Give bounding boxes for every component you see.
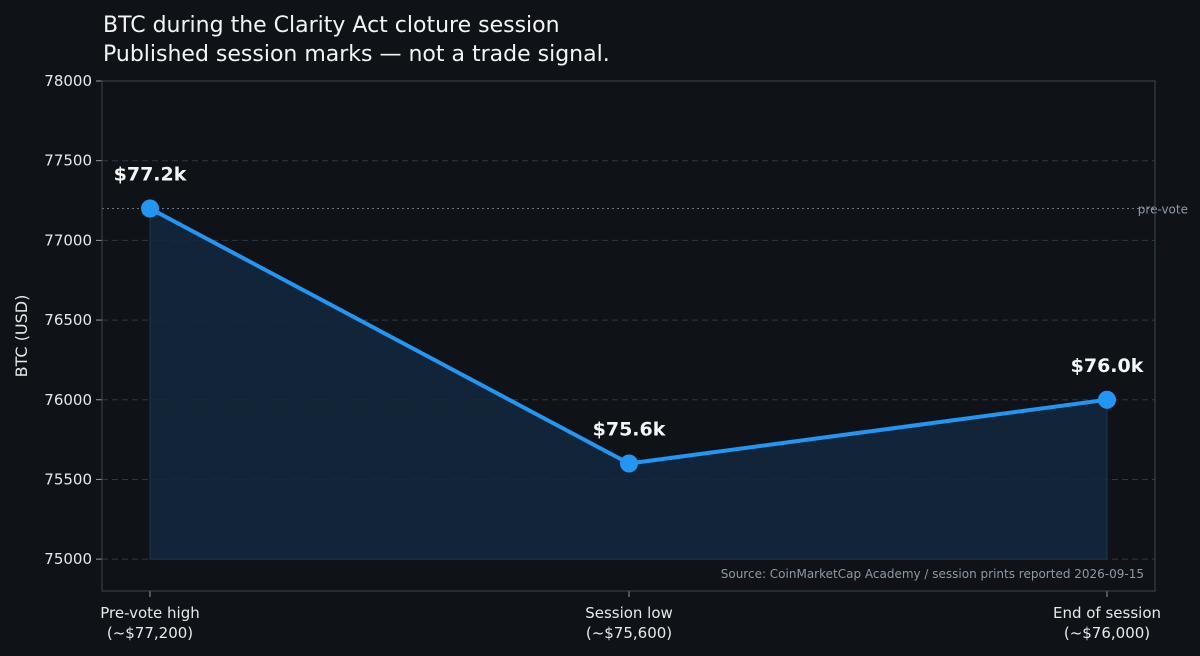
data-point — [141, 199, 159, 218]
data-points — [141, 199, 1116, 473]
y-tick-label: 77500 — [44, 152, 92, 170]
chart-title: BTC during the Clarity Act cloture sessi… — [103, 13, 560, 38]
data-label: $75.6k — [593, 419, 666, 441]
x-tick-label: (~$77,200) — [107, 624, 193, 642]
data-label: $77.2k — [114, 164, 187, 186]
y-tick-label: 76500 — [44, 311, 92, 329]
y-tick-label: 76000 — [44, 391, 92, 409]
axes-frame — [101, 80, 1156, 592]
reference-line-label: pre-vote — [1138, 203, 1188, 217]
source-note: Source: CoinMarketCap Academy / session … — [721, 567, 1144, 581]
y-tick-label: 75000 — [44, 550, 92, 568]
x-tick-label: (~$75,600) — [586, 624, 672, 642]
y-axis-label: BTC (USD) — [12, 295, 31, 378]
data-labels: $77.2k $75.6k $76.0k — [114, 164, 1144, 441]
data-label: $76.0k — [1071, 355, 1144, 377]
data-point — [620, 454, 638, 473]
x-tick-label: Session low — [585, 604, 673, 622]
y-tick-labels: 75000 75500 76000 76500 77000 77500 78000 — [44, 72, 102, 568]
x-tick-label: (~$76,000) — [1064, 624, 1150, 642]
chart-subtitle: Published session marks — not a trade si… — [103, 42, 610, 67]
reference-line-group: pre-vote — [102, 203, 1188, 217]
area-under-line — [149, 207, 1108, 560]
y-tick-label: 77000 — [44, 231, 92, 249]
y-tick-label: 78000 — [44, 72, 92, 90]
x-tick-label: End of session — [1053, 604, 1161, 622]
area-fill — [149, 207, 1108, 560]
y-tick-label: 75500 — [44, 470, 92, 488]
x-tick-label: Pre-vote high — [100, 604, 200, 622]
x-tick-labels: Pre-vote high (~$77,200) Session low (~$75,… — [100, 591, 1161, 642]
data-point — [1098, 390, 1116, 409]
